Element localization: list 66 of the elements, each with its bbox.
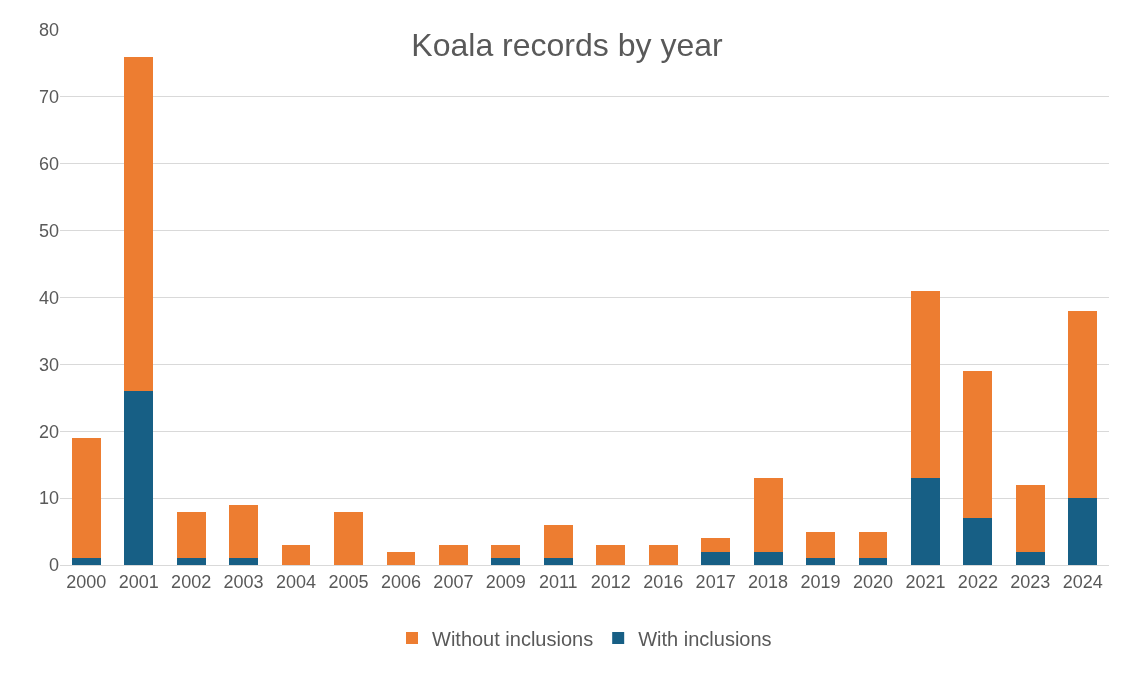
x-tick-label: 2016	[643, 571, 684, 592]
x-tick-label: 2011	[538, 571, 578, 592]
y-tick-label: 10	[38, 488, 59, 509]
bar	[1068, 498, 1098, 565]
bar	[701, 538, 731, 552]
x-tick-label: 2012	[590, 571, 631, 592]
x-tick-label: 2017	[695, 571, 736, 592]
bar	[386, 551, 416, 565]
x-tick-label: 2004	[276, 571, 317, 592]
x-tick-label: 2023	[1010, 571, 1051, 592]
bar	[596, 544, 626, 565]
bar	[648, 544, 678, 565]
y-tick-label: 30	[38, 354, 59, 375]
x-tick-label: 2005	[328, 571, 369, 592]
bar	[281, 544, 311, 565]
bar	[963, 371, 993, 519]
x-tick-label: 2019	[800, 571, 841, 592]
legend-label: Without inclusions	[432, 627, 594, 650]
x-tick-label: 2006	[380, 571, 421, 592]
bar	[71, 558, 101, 565]
bar	[753, 551, 783, 565]
x-tick-label: 2000	[66, 571, 107, 592]
bar	[438, 544, 468, 565]
x-tick-label: 2024	[1062, 571, 1103, 592]
bar	[543, 524, 573, 559]
bar	[124, 56, 154, 392]
x-tick-label: 2002	[171, 571, 212, 592]
bar	[806, 531, 835, 559]
bar	[858, 558, 888, 565]
x-tick-label: 2003	[223, 571, 264, 592]
bar	[806, 558, 835, 565]
x-tick-label: 2021	[905, 571, 946, 592]
bar	[858, 531, 888, 559]
x-tick-label: 2018	[748, 571, 789, 592]
bar	[701, 551, 731, 565]
chart-title: Koala records by year	[411, 27, 723, 64]
y-tick-label: 20	[38, 421, 59, 442]
legend-label: With inclusions	[638, 627, 772, 650]
bar	[229, 504, 258, 559]
bar	[911, 478, 940, 565]
y-tick-label: 60	[38, 154, 59, 175]
bar	[963, 518, 993, 565]
bar	[176, 511, 206, 559]
bar	[124, 391, 154, 565]
bar	[71, 437, 101, 559]
bar	[334, 511, 363, 565]
bar	[543, 558, 573, 565]
y-tick-label: 0	[48, 555, 59, 576]
x-tick-label: 2007	[433, 571, 474, 592]
bar	[753, 478, 783, 552]
y-tick-label: 70	[38, 87, 59, 108]
bar	[1015, 484, 1045, 552]
y-tick-label: 40	[38, 287, 59, 308]
bar	[911, 290, 940, 479]
bar	[491, 544, 521, 559]
y-tick-label: 80	[38, 20, 59, 41]
bar	[176, 558, 206, 565]
y-tick-label: 50	[38, 220, 59, 241]
bar	[491, 558, 521, 565]
x-tick-label: 2001	[118, 571, 159, 592]
x-tick-label: 2009	[485, 571, 526, 592]
bar	[1068, 310, 1098, 499]
x-tick-label: 2022	[957, 571, 998, 592]
bar	[229, 558, 258, 565]
bar	[1015, 551, 1045, 565]
x-tick-label: 2020	[852, 571, 893, 592]
